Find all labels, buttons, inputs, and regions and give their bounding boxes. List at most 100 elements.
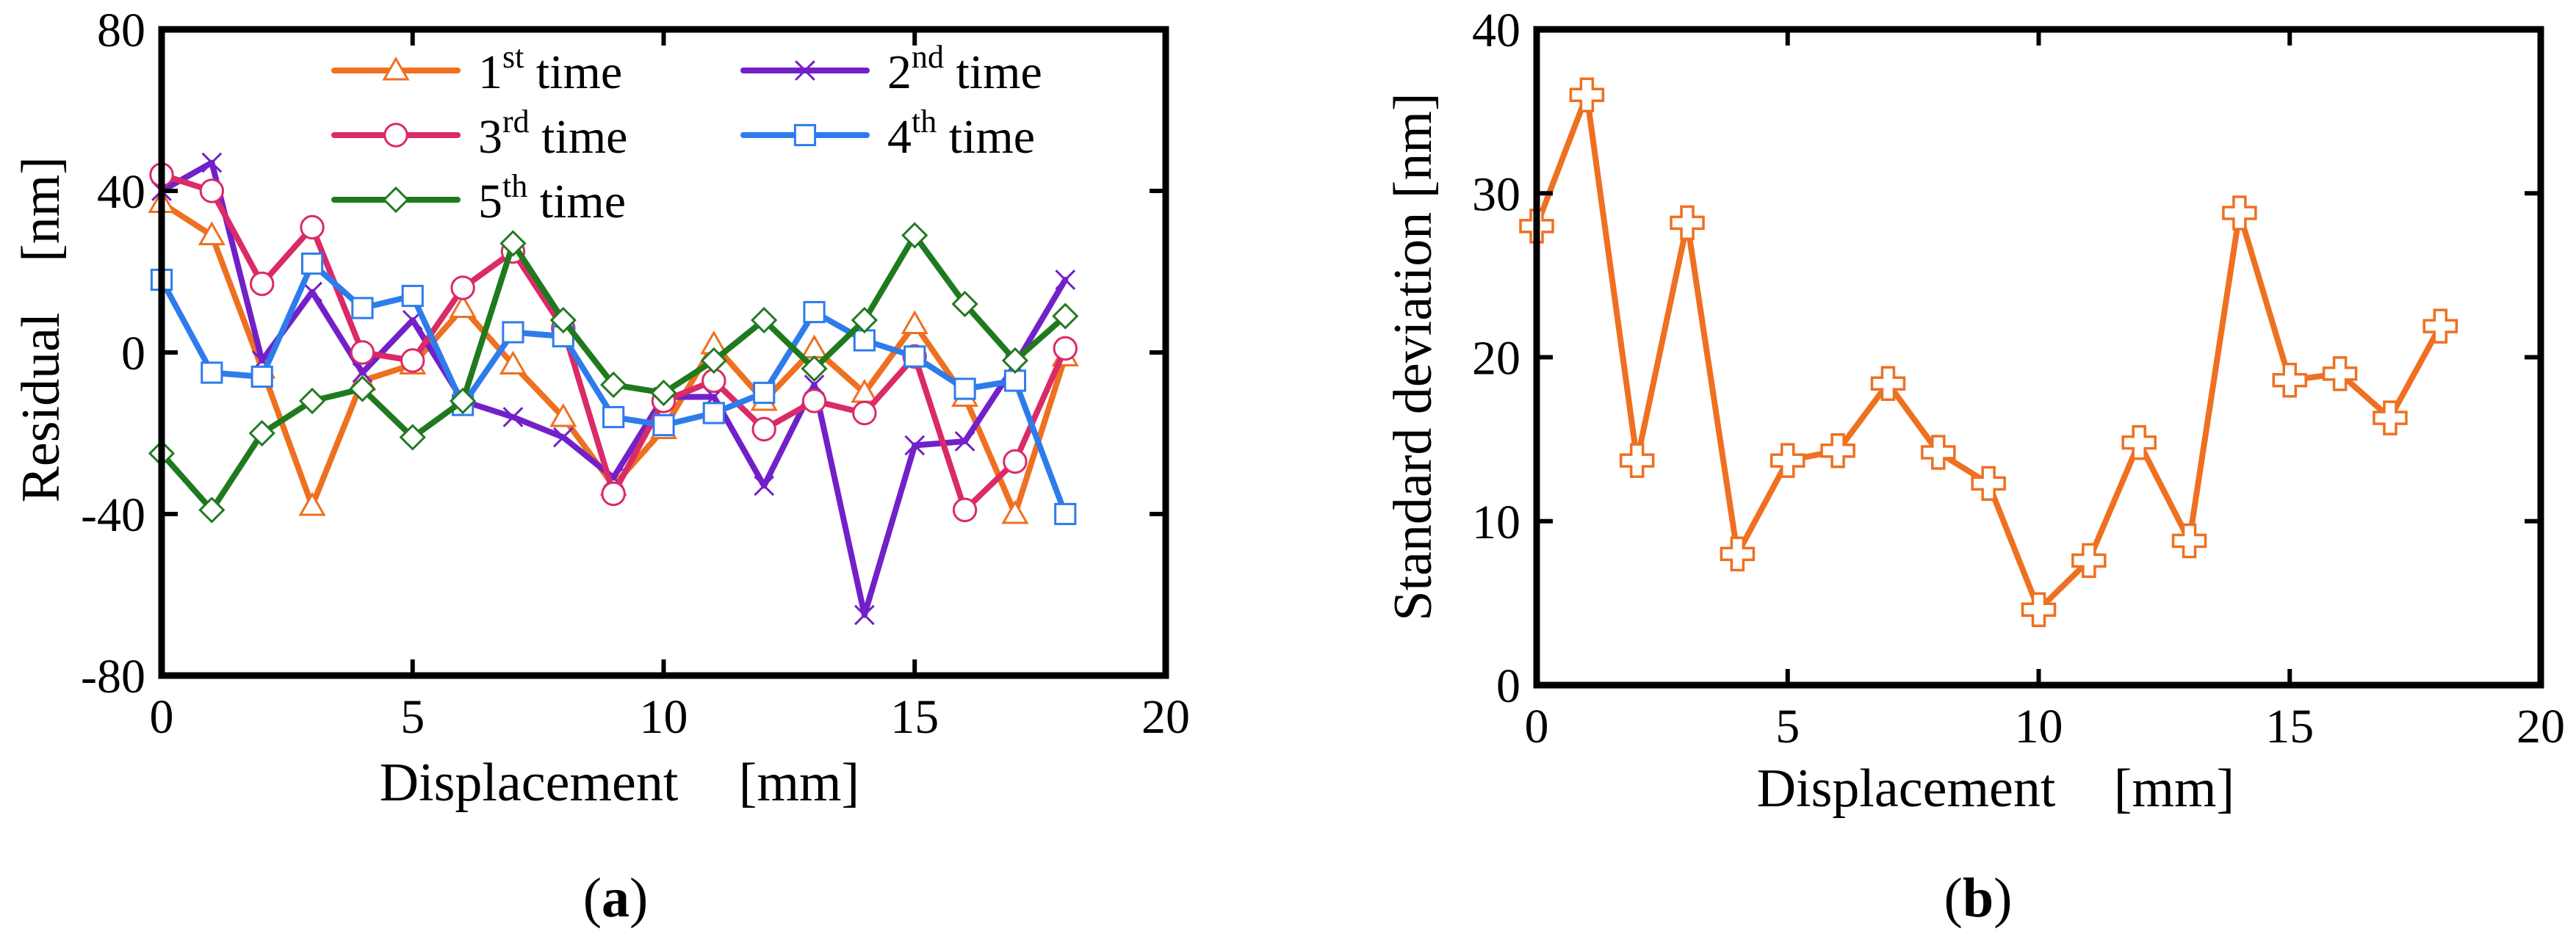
panel-a-series-t2-point <box>302 281 322 303</box>
panel-a-caption: (a) <box>583 867 649 929</box>
panel-b-series-b-point <box>2422 308 2458 344</box>
panel-b-axes-frame <box>1533 26 2544 689</box>
panel-a-series-t5-point <box>298 387 326 415</box>
panel-b-series-b-point <box>2071 543 2107 579</box>
panel-b-series-b-point <box>2322 356 2358 391</box>
panel-b-series-b-point <box>2021 592 2057 628</box>
panel-a-series-t2-point <box>352 362 373 383</box>
panel-a-y-tick-label: 40 <box>97 165 145 219</box>
panel-a-series-t4-point <box>953 377 976 400</box>
panel-a-series-t4-point <box>652 413 675 437</box>
panel-a-ticks: 0 5 10 15 20 -80 -40 0 40 80 <box>81 4 1190 744</box>
panel-b-series-b-point <box>2272 363 2307 398</box>
panel-a-series-t3-point <box>400 348 425 373</box>
panel-b-series-b-point <box>1619 443 1655 478</box>
panel-a-series-t3-point <box>751 416 776 442</box>
legend-t5-swatch-marker <box>382 186 410 214</box>
legend-t1-swatch-marker <box>382 56 410 81</box>
panel-a-series-t5-point <box>951 290 978 318</box>
panel-a-series-t3-point <box>1003 449 1028 474</box>
panel-a-x-axis-unit: [mm] <box>739 753 859 813</box>
panel-a-series-t4-point <box>602 405 625 429</box>
panel-b-series-b-point <box>2121 424 2157 460</box>
panel-a-series-t5-point <box>751 306 778 334</box>
panel-b-series-b-point <box>2373 400 2408 435</box>
panel-a-series-t1-point <box>1001 499 1029 524</box>
panel-a-series-t2-point <box>854 604 875 626</box>
panel-a-series-t2-point <box>904 435 926 456</box>
panel-b-y-axis-label: Standard deviation [nm] <box>1383 93 1443 620</box>
panel-a-series-t1-point <box>198 221 226 245</box>
panel-b-series-b-point <box>2171 523 2207 559</box>
panel-a-series-t5-point <box>399 424 426 451</box>
panel-b-standard-deviation-chart: 0 5 10 15 20 0 10 20 30 40 Displacement [mm] Stan… <box>1383 4 2565 929</box>
panel-a-series-t1-point <box>449 294 477 318</box>
panel-a-series-t3-point <box>300 214 325 240</box>
panel-a-series-t5-point <box>1052 303 1079 330</box>
legend-t3-swatch-marker <box>383 123 408 148</box>
panel-b-x-tick-label: 5 <box>1775 700 1800 753</box>
panel-a-series-t1-point <box>499 350 527 375</box>
panel-b-series-b-line <box>1534 92 2444 613</box>
panel-a-series-t5-point <box>1001 347 1029 375</box>
panel-a-series-t5-point <box>349 375 376 402</box>
panel-a-y-tick-label: -40 <box>81 488 145 542</box>
panel-b-series-b-point <box>1720 536 1756 572</box>
panel-b-x-tick-label: 10 <box>2015 700 2063 753</box>
panel-a-y-tick-label: 0 <box>121 327 145 380</box>
panel-a-series-t1-line <box>159 200 1069 517</box>
panel-a-y-axis-unit: [nm] <box>11 156 71 262</box>
panel-a-x-tick-label: 0 <box>150 690 174 744</box>
panel-a-series-t2-point <box>552 427 574 448</box>
panel-a-series-t4-point <box>1054 502 1077 526</box>
panel-b-x-tick-label: 20 <box>2517 700 2565 753</box>
legend-t1-label: 1st time <box>478 39 622 99</box>
panel-a-series-t3-point <box>199 178 225 203</box>
panel-b-x-axis-label: Displacement <box>1757 759 2056 819</box>
panel-b-y-tick-label: 30 <box>1472 167 1520 221</box>
panel-a-series-t5-point <box>600 371 627 399</box>
panel-a-series-t5-point <box>499 230 527 257</box>
panel-a-series-t5-point <box>901 222 928 249</box>
panel-a-series-t4-point <box>401 284 424 308</box>
panel-a-legend: 1st time 2nd time 3rd time 4th time 5th time <box>331 39 1042 228</box>
panel-a-series-t5-point <box>198 496 226 524</box>
legend-t4-label: 4th time <box>887 104 1035 164</box>
panel-a-series-t5-point <box>851 306 878 334</box>
panel-a-series-t4-point <box>903 345 926 368</box>
panel-b-x-tick-label: 0 <box>1525 700 1549 753</box>
panel-a-residual-chart: 0 5 10 15 20 -80 -40 0 40 80 1st time 2nd time 3rd … <box>11 4 1190 929</box>
panel-a-x-tick-label: 5 <box>400 690 425 744</box>
panel-b-series-b-point <box>1670 205 1705 241</box>
panel-b-caption: (b) <box>1944 867 2013 929</box>
panel-a-x-tick-label: 20 <box>1141 690 1190 744</box>
panel-a-series-t4-point <box>351 297 374 319</box>
panel-a-series-t1-point <box>800 334 829 358</box>
panel-a-series-t3-point <box>601 481 626 507</box>
panel-b-series-b-point <box>1870 366 1906 401</box>
legend-t2-label: 2nd time <box>887 39 1042 99</box>
panel-b-series-b-point <box>1770 443 1805 478</box>
panel-a-series-t3-point <box>801 388 827 413</box>
panel-a-series-t1-point <box>298 491 326 516</box>
panel-a-y-tick-label: 80 <box>97 4 145 57</box>
legend-t4-swatch-marker <box>793 123 817 147</box>
panel-a-series-t4-point <box>803 300 826 324</box>
panel-a-series-t2-point <box>502 407 524 427</box>
panel-b-series-b-point <box>1820 433 1855 468</box>
panel-b-y-tick-label: 20 <box>1472 332 1520 386</box>
panel-b-x-axis-unit: [mm] <box>2114 759 2234 819</box>
panel-b-y-tick-label: 10 <box>1472 496 1520 549</box>
panel-b-y-tick-label: 0 <box>1496 659 1520 713</box>
panel-a-x-tick-label: 10 <box>640 690 688 744</box>
panel-a-series-t4-point <box>250 365 273 388</box>
panel-a-series-t5-point <box>801 355 828 383</box>
panel-a-series-t5-point <box>700 347 727 375</box>
panel-a-series-t2-point <box>954 431 975 452</box>
panel-a-x-axis-label: Displacement <box>380 753 679 813</box>
panel-a-series-t1-point <box>901 310 928 334</box>
panel-a-series-t4-point <box>201 361 223 384</box>
panel-a-series-t2-point <box>754 475 775 496</box>
panel-a-x-tick-label: 15 <box>890 690 939 744</box>
